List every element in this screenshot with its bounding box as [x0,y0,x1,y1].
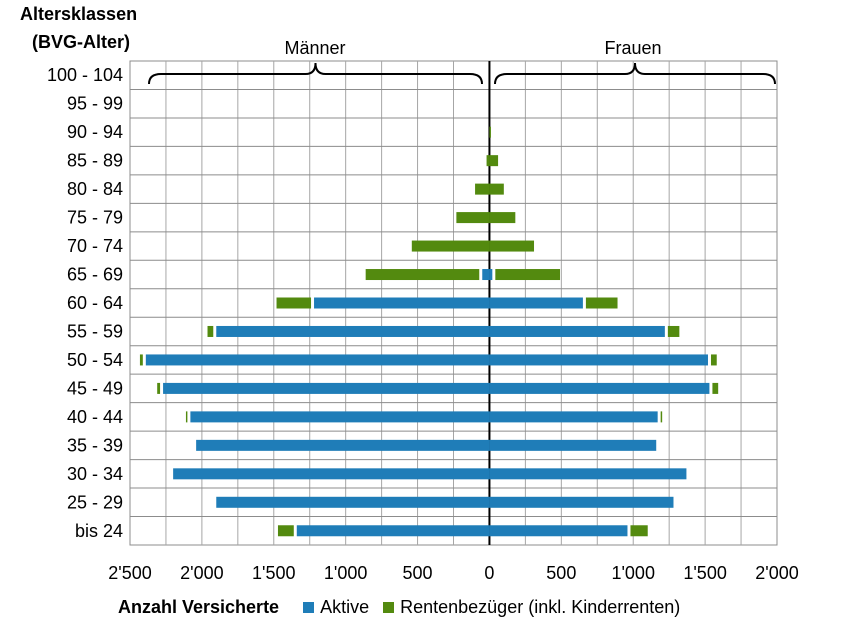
y-tick-label: 80 - 84 [67,179,123,199]
y-tick-label: 100 - 104 [47,65,123,85]
x-tick-label: 500 [546,563,576,583]
x-tick-label: 2'000 [180,563,223,583]
y-tick-label: 60 - 64 [67,293,123,313]
bar-frauen-rentner [495,269,561,281]
y-tick-label: 85 - 89 [67,151,123,171]
bar-frauen-aktive [489,411,658,423]
bar-maenner-rentner [185,411,188,423]
y-axis-title-line2: (BVG-Alter) [32,32,130,52]
legend-entry-rentner: Rentenbezüger (inkl. Kinderrenten) [383,597,680,618]
bar-maenner-aktive [482,269,490,281]
y-tick-label: bis 24 [75,521,123,541]
legend-label-aktive: Aktive [320,597,370,617]
x-tick-label: 1'000 [611,563,654,583]
bar-maenner-aktive [314,297,490,309]
bar-maenner-rentner [157,382,161,394]
y-tick-label: 65 - 69 [67,265,123,285]
x-tick-label: 1'500 [252,563,295,583]
bar-frauen-aktive [489,325,665,337]
y-tick-label: 70 - 74 [67,236,123,256]
x-tick-label: 1'000 [324,563,367,583]
group-braces [148,62,776,85]
bar-frauen-aktive [489,354,708,366]
bar-maenner-aktive [216,496,490,508]
y-axis-title-line1: Altersklassen [20,4,138,24]
y-tick-label: 30 - 34 [67,464,123,484]
group-label-women: Frauen [604,38,661,58]
brace-frauen [494,62,776,85]
bar-maenner-rentner [411,240,490,252]
bar-frauen-aktive [489,382,710,394]
x-tick-label: 1'500 [683,563,726,583]
y-tick-label: 45 - 49 [67,378,123,398]
legend-label-rentner: Rentenbezüger (inkl. Kinderrenten) [400,597,681,617]
bar-frauen-rentner [489,155,499,167]
bar-frauen-rentner [660,411,663,423]
bar-frauen-rentner [489,240,535,252]
bars [139,126,719,537]
x-tick-label: 2'000 [755,563,798,583]
y-tick-label: 90 - 94 [67,122,123,142]
bar-maenner-rentner [365,269,480,281]
bar-frauen-aktive [489,297,583,309]
legend-entry-aktive: Aktive [303,597,369,618]
y-tick-label: 25 - 29 [67,492,123,512]
x-axis-title: Anzahl Versicherte [118,597,280,617]
bar-frauen-rentner [489,183,504,195]
group-label-men: Männer [284,38,345,58]
legend-swatch-rentner [383,602,395,613]
bar-frauen-aktive [489,439,657,451]
bar-maenner-aktive [196,439,490,451]
bar-frauen-rentner [710,354,717,366]
bar-frauen-rentner [667,325,680,337]
brace-maenner [148,62,483,85]
y-tick-label: 55 - 59 [67,321,123,341]
x-tick-label: 500 [403,563,433,583]
bar-maenner-rentner [456,212,490,224]
legend: Anzahl Versicherte Aktive Rentenbezüger … [118,597,694,618]
legend-swatch-aktive [303,602,315,613]
bar-maenner-aktive [296,525,490,537]
y-tick-label: 75 - 79 [67,208,123,228]
x-tick-label: 0 [484,563,494,583]
bar-maenner-rentner [486,155,490,167]
bar-frauen-aktive [489,525,628,537]
bar-frauen-aktive [489,468,687,480]
y-tick-label: 40 - 44 [67,407,123,427]
bar-frauen-rentner [712,382,719,394]
bar-maenner-rentner [276,297,312,309]
bar-maenner-aktive [173,468,490,480]
bar-maenner-rentner [207,325,214,337]
bar-maenner-aktive [190,411,490,423]
bar-frauen-aktive [489,496,674,508]
bar-frauen-aktive [489,269,493,281]
x-tick-labels: 2'500 2'000 1'500 1'000 500 0 500 1'000 1'500 2'0… [108,563,798,583]
y-tick-label: 35 - 39 [67,435,123,455]
bar-maenner-aktive [216,325,490,337]
y-tick-labels: 100 - 104 95 - 99 90 - 94 85 - 89 80 - 84 75 … [47,65,123,541]
x-tick-label: 2'500 [108,563,151,583]
bar-frauen-rentner [489,126,491,138]
bar-maenner-rentner [475,183,490,195]
bar-maenner-aktive [145,354,490,366]
bar-frauen-rentner [489,212,516,224]
bar-frauen-rentner [585,297,618,309]
bar-frauen-rentner [630,525,648,537]
bar-maenner-aktive [163,382,490,394]
bar-maenner-rentner [277,525,294,537]
y-tick-label: 95 - 99 [67,94,123,114]
y-tick-label: 50 - 54 [67,350,123,370]
bar-maenner-rentner [139,354,143,366]
